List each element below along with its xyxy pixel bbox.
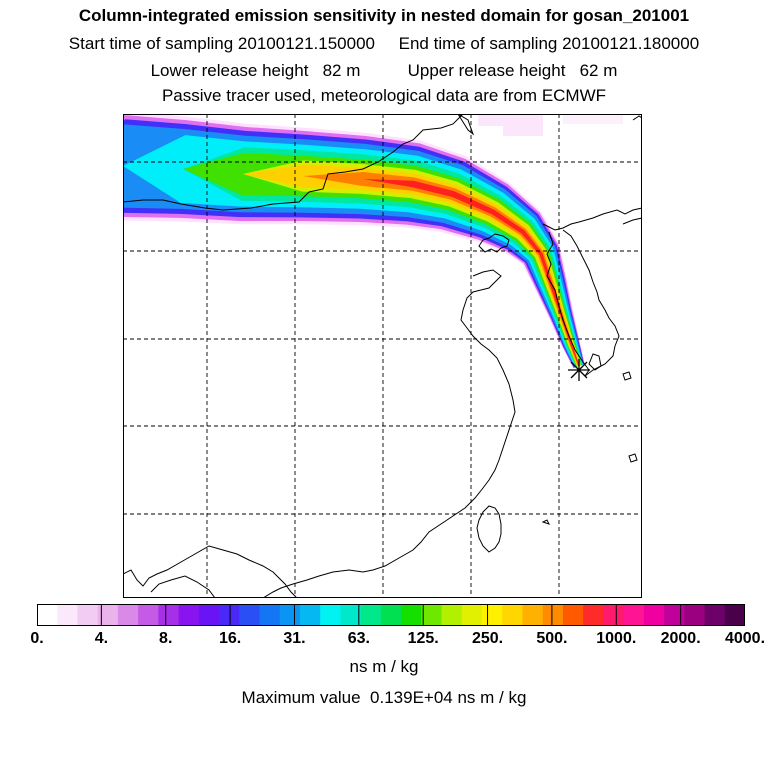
colorbar-swatch <box>664 604 685 626</box>
colorbar-swatch <box>299 604 321 626</box>
colorbar-swatch <box>219 604 240 626</box>
sampling-times: Start time of sampling 20100121.150000 E… <box>68 34 700 53</box>
colorbar-swatch <box>380 604 402 626</box>
colorbar-swatch <box>502 604 523 626</box>
colorbar-swatch <box>37 604 58 626</box>
release-heights: Lower release height 82 m Upper release … <box>150 61 618 80</box>
colorbar-tick-label: 4000. <box>724 630 766 647</box>
colorbar-swatch <box>340 604 362 626</box>
colorbar-tick-label: 1000. <box>596 630 637 647</box>
colorbar-tick-label: 0. <box>30 630 44 647</box>
colorbar-swatch <box>461 604 483 626</box>
colorbar-swatch <box>117 604 139 626</box>
colorbar-swatch <box>441 604 463 626</box>
colorbar-tick-label: 2000. <box>660 630 701 647</box>
colorbar-swatch <box>360 604 382 626</box>
map-frame <box>123 114 642 598</box>
colorbar-tick-label: 31. <box>283 630 306 647</box>
colorbar-swatch <box>704 604 726 626</box>
colorbar-tick-label: 500. <box>536 630 568 647</box>
colorbar-swatch <box>482 604 503 626</box>
colorbar <box>37 604 745 626</box>
colorbar-swatch <box>158 604 180 626</box>
colorbar-border <box>37 604 745 626</box>
colorbar-swatch <box>97 604 119 626</box>
colorbar-swatch <box>178 604 200 626</box>
colorbar-swatch <box>623 604 645 626</box>
colorbar-swatch <box>684 604 706 626</box>
map-title: Column-integrated emission sensitivity i… <box>78 6 690 25</box>
colorbar-swatch <box>583 604 604 626</box>
colorbar-swatch <box>198 604 220 626</box>
colorbar-swatch <box>239 604 261 626</box>
colorbar-swatch <box>421 604 443 626</box>
emission-sensitivity-map <box>123 114 642 598</box>
colorbar-swatch <box>320 604 341 626</box>
colorbar-swatch <box>542 604 564 626</box>
colorbar-swatch <box>401 604 422 626</box>
colorbar-tick-label: 16. <box>218 630 242 647</box>
colorbar-swatch <box>57 604 78 626</box>
colorbar-swatch <box>279 604 301 626</box>
faint-plume-patch <box>563 114 623 124</box>
colorbar-tick-label: 63. <box>347 630 370 647</box>
colorbar-tick-label: 8. <box>159 630 173 647</box>
coastlines <box>123 114 642 598</box>
maximum-value: Maximum value 0.139E+04 ns m / kg <box>241 688 527 707</box>
colorbar-unit: ns m / kg <box>349 657 419 676</box>
colorbar-swatch <box>77 604 99 626</box>
plume-band <box>123 160 581 367</box>
colorbar-tick-label: 125. <box>407 630 439 647</box>
colorbar-swatch <box>562 604 584 626</box>
map-panel <box>123 114 642 598</box>
colorbar-swatch <box>643 604 665 626</box>
faint-plume-patch <box>478 114 543 136</box>
colorbar-tick-label: 250. <box>471 630 504 647</box>
receptor-asterisk-icon <box>568 359 590 381</box>
tracer-info: Passive tracer used, meteorological data… <box>161 86 607 105</box>
colorbar-swatch <box>522 604 544 626</box>
colorbar-swatch <box>603 604 625 626</box>
colorbar-tick-label: 4. <box>94 630 109 647</box>
colorbar-swatch <box>724 604 745 626</box>
plume-layer <box>123 114 585 369</box>
colorbar-swatch <box>138 604 159 626</box>
colorbar-swatch <box>259 604 281 626</box>
lat-lon-grid <box>123 114 642 598</box>
